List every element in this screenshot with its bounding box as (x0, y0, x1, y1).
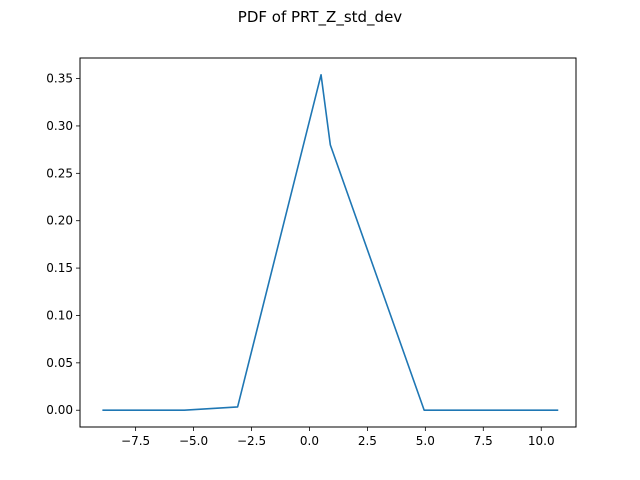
x-tick-label: 10.0 (528, 434, 555, 448)
y-tick-label: 0.00 (46, 403, 73, 417)
x-tick-label: −2.5 (237, 434, 266, 448)
series-line-0 (102, 73, 559, 412)
x-tick-label: 2.5 (358, 434, 377, 448)
x-tick-label: −7.5 (121, 434, 150, 448)
y-tick-label: 0.15 (46, 261, 73, 275)
y-tick-label: 0.10 (46, 308, 73, 322)
axes-frame (79, 57, 577, 428)
y-tick-label: 0.30 (46, 119, 73, 133)
y-tick-label: 0.20 (46, 214, 73, 228)
plot-area (102, 73, 559, 412)
x-tick-label: 5.0 (416, 434, 435, 448)
axes: −7.5 −5.0 −2.5 0.0 2.5 5.0 7.5 10.0 0.00 0.05 0.10… (46, 57, 577, 448)
x-tick-label: −5.0 (179, 434, 208, 448)
x-tick-label: 7.5 (474, 434, 493, 448)
x-tick-label: 0.0 (300, 434, 319, 448)
y-tick-label: 0.25 (46, 166, 73, 180)
y-tick-label: 0.35 (46, 72, 73, 86)
y-tick-label: 0.05 (46, 356, 73, 370)
chart-title: PDF of PRT_Z_std_dev (238, 8, 403, 27)
